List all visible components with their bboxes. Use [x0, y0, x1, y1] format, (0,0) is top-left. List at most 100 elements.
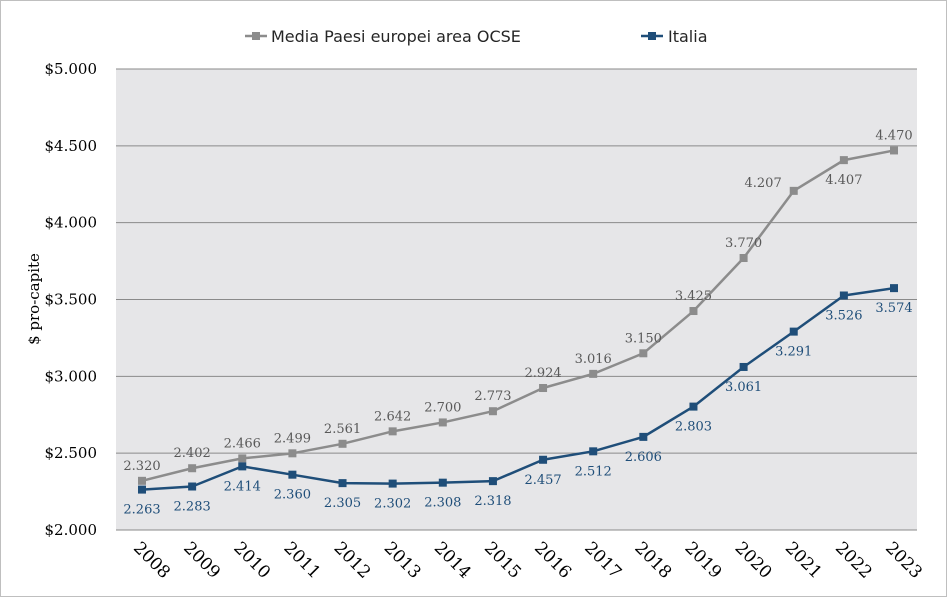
data-point [388, 479, 397, 488]
y-tick-label: $4.000 [45, 214, 98, 232]
x-tick-label: 2022 [831, 538, 876, 583]
data-point [188, 464, 197, 473]
data-label: 2.606 [625, 450, 662, 465]
data-label: 2.414 [224, 479, 261, 494]
data-point [739, 362, 748, 371]
data-point [238, 454, 247, 463]
x-tick-label: 2016 [530, 538, 575, 583]
y-tick-label: $5.000 [45, 60, 98, 78]
data-point [288, 449, 297, 458]
gridlines [116, 68, 917, 531]
data-point [589, 369, 598, 378]
data-label: 2.773 [474, 389, 511, 404]
data-label: 3.150 [625, 331, 662, 346]
data-point [238, 462, 247, 471]
data-point [839, 156, 848, 165]
x-tick-label: 2021 [781, 538, 826, 583]
data-point [338, 439, 347, 448]
data-label: 2.803 [675, 420, 712, 435]
data-point [539, 455, 548, 464]
data-label: 2.642 [374, 409, 411, 424]
data-point [589, 447, 598, 456]
data-point [438, 418, 447, 427]
y-tick-label: $4.500 [45, 137, 98, 155]
y-tick-label: $2.000 [45, 521, 98, 539]
data-label: 3.526 [825, 309, 862, 324]
data-point [739, 254, 748, 263]
x-tick-label: 2014 [430, 538, 475, 583]
data-label: 3.770 [725, 236, 762, 251]
data-point [789, 186, 798, 195]
x-tick-label: 2023 [881, 538, 926, 583]
data-label: 2.318 [474, 494, 511, 509]
data-label: 3.291 [775, 345, 812, 360]
data-label: 2.700 [424, 400, 461, 415]
data-label: 4.207 [745, 176, 782, 191]
data-point [488, 407, 497, 416]
data-label: 2.499 [274, 431, 311, 446]
data-label: 3.016 [575, 352, 612, 367]
data-label: 2.360 [274, 488, 311, 503]
legend-item-italia: Italia [641, 27, 708, 46]
x-tick-label: 2017 [580, 538, 625, 583]
y-tick-label: $3.000 [45, 367, 98, 385]
data-point [488, 477, 497, 486]
data-point [689, 307, 698, 316]
data-point [188, 482, 197, 491]
data-label: 4.407 [825, 173, 862, 188]
x-tick-label: 2015 [480, 538, 525, 583]
series-media-paesi-europei-area-ocse: 2.320 2.402 2.466 2.499 2.561 2.642 2.700 2.773… [123, 128, 913, 485]
x-tick-label: 2020 [731, 538, 776, 583]
data-point [438, 478, 447, 487]
data-label: 2.320 [123, 459, 160, 474]
series-line-media-paesi-europei-area-ocse [141, 149, 895, 483]
data-point [338, 479, 347, 488]
x-tick-label: 2008 [129, 538, 174, 583]
x-tick-label: 2013 [380, 538, 425, 583]
series-line-italia [141, 286, 895, 491]
data-label: 2.302 [374, 497, 411, 512]
x-tick-label: 2010 [229, 538, 274, 583]
data-point [890, 284, 898, 293]
data-label: 3.061 [725, 380, 762, 395]
data-label: 2.561 [324, 422, 361, 437]
series-italia: 2.263 2.283 2.414 2.360 2.305 2.302 2.308 2.318… [123, 284, 913, 518]
data-label: 2.457 [524, 473, 561, 488]
data-point [890, 146, 898, 155]
data-point [138, 476, 146, 485]
data-label: 3.425 [675, 289, 712, 304]
legend-label-italia: Italia [668, 27, 708, 46]
x-tick-label: 2012 [330, 538, 375, 583]
data-point [539, 384, 548, 393]
data-point [689, 402, 698, 411]
x-axis-ticks: 2008 2009 2010 2011 2012 2013 2014 2015 2016 2017… [129, 538, 926, 583]
legend-item-media-ocse: Media Paesi europei area OCSE [245, 27, 521, 46]
data-label: 4.470 [875, 128, 912, 143]
x-tick-label: 2019 [681, 538, 726, 583]
legend-marker-italia [648, 32, 656, 40]
y-axis-label: $ pro-capite [25, 253, 43, 345]
data-point [639, 349, 648, 358]
y-tick-label: $3.500 [45, 291, 98, 309]
data-label: 2.305 [324, 496, 361, 511]
data-point [138, 485, 146, 494]
data-label: 2.402 [174, 446, 211, 461]
data-point [388, 427, 397, 436]
legend: Media Paesi europei area OCSE Italia [245, 27, 708, 46]
data-point [288, 470, 297, 479]
data-label: 2.308 [424, 496, 461, 511]
data-label: 2.466 [224, 436, 261, 451]
legend-marker-media-ocse [252, 32, 260, 40]
data-point [839, 291, 848, 300]
y-tick-label: $2.500 [45, 444, 98, 462]
x-tick-label: 2009 [179, 538, 224, 583]
data-label: 2.512 [575, 464, 612, 479]
data-label: 2.283 [174, 500, 211, 515]
data-point [789, 327, 798, 336]
x-tick-label: 2018 [631, 538, 676, 583]
data-label: 2.263 [123, 503, 160, 518]
data-label: 3.574 [875, 301, 912, 316]
x-tick-label: 2011 [280, 538, 325, 583]
